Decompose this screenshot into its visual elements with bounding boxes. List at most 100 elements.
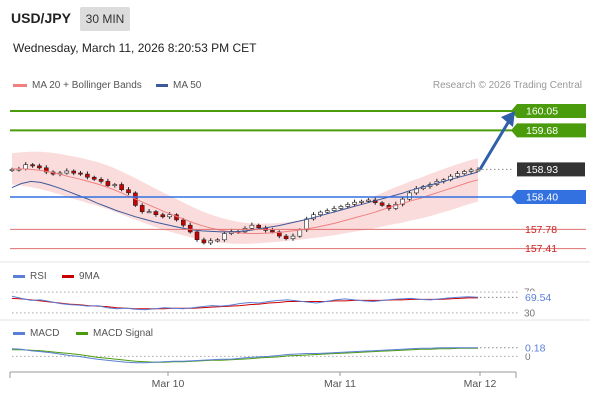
candle-body	[153, 211, 159, 216]
candle-body	[297, 229, 303, 237]
candle-body	[71, 170, 76, 174]
legend-ma50-label: MA 50	[173, 80, 202, 91]
candle	[105, 178, 111, 188]
candle-body	[208, 240, 213, 244]
candle	[475, 167, 481, 172]
legend-rsi-ma: 9MA	[62, 271, 100, 282]
candle-body	[215, 239, 220, 242]
legend-ma20-label: MA 20 + Bollinger Bands	[32, 80, 142, 91]
candle	[153, 210, 159, 217]
candle-body	[475, 169, 481, 172]
candle-body	[352, 201, 357, 205]
candle-body	[345, 204, 351, 207]
candle-body	[126, 189, 131, 194]
macd-value-label: 0.18	[525, 342, 546, 354]
candle-body	[23, 164, 29, 170]
candle	[78, 171, 83, 176]
candle-body	[64, 170, 70, 174]
candle	[112, 183, 118, 188]
time-axis-label: Mar 11	[324, 378, 356, 390]
symbol-title: USD/JPY	[11, 10, 71, 26]
timeframe-badge[interactable]: 30 MIN	[80, 7, 130, 31]
legend-ma50: MA 50	[156, 80, 201, 91]
candle-body	[379, 202, 385, 206]
bollinger-band	[12, 151, 478, 244]
level-tag-resistance	[511, 123, 586, 138]
candle	[324, 208, 330, 214]
candle	[352, 199, 357, 206]
macd-signal-line	[12, 347, 478, 363]
candle-body	[407, 192, 412, 200]
candle	[146, 209, 152, 214]
legend-rsi: RSI	[13, 271, 47, 282]
candle-body	[181, 219, 186, 226]
legend-macd: MACD	[13, 328, 59, 339]
level-tag-pivot	[511, 190, 586, 205]
time-axis-label: Mar 12	[464, 378, 497, 390]
candle	[208, 238, 213, 245]
level-label-resistance: 160.05	[526, 106, 558, 118]
legend-macd-signal: MACD Signal	[76, 328, 153, 339]
ma50-line	[11, 171, 479, 233]
candle-body	[366, 199, 371, 202]
candle-body	[91, 176, 97, 180]
candle	[43, 165, 49, 175]
legend-macd-signal-swatch	[76, 331, 88, 335]
candle	[338, 204, 344, 211]
legend-macd-signal-label: MACD Signal	[93, 328, 154, 339]
last-price-label: 158.93	[526, 164, 558, 176]
candle-body	[256, 224, 262, 229]
candle-body	[98, 179, 104, 182]
candle-body	[37, 165, 42, 169]
candle-body	[43, 167, 49, 173]
candle-body	[249, 224, 255, 229]
candle-body	[146, 211, 152, 214]
candle-body	[139, 205, 145, 212]
candle-body	[359, 200, 364, 203]
legend-macd-label: MACD	[30, 328, 60, 339]
level-label-support: 157.41	[525, 243, 557, 255]
candle-body	[9, 169, 15, 171]
candle-body	[222, 233, 227, 241]
ma20-line	[12, 168, 479, 234]
candle-body	[187, 224, 193, 233]
candle-body	[324, 210, 330, 213]
candle	[139, 203, 145, 214]
candle	[290, 233, 296, 241]
candle	[201, 237, 207, 245]
candle	[379, 201, 385, 207]
candle-body	[468, 169, 474, 172]
candle-body	[338, 206, 344, 209]
time-axis-label: Mar 10	[152, 378, 185, 390]
candle-body	[461, 171, 467, 174]
candle	[256, 223, 262, 230]
candle-body	[400, 198, 405, 205]
level-label-support: 157.78	[525, 224, 557, 236]
candle-body	[160, 214, 166, 218]
candle	[242, 226, 248, 234]
legend-ma20: MA 20 + Bollinger Bands	[13, 80, 142, 91]
candle-body	[201, 239, 207, 244]
candle-body	[112, 184, 118, 187]
candle-body	[30, 164, 35, 167]
candle	[359, 199, 364, 205]
candle	[194, 230, 200, 242]
legend-rsi-swatch	[13, 274, 25, 278]
legend-ma20-swatch	[13, 83, 27, 87]
legend-ma50-swatch	[156, 83, 168, 87]
candle-body	[242, 228, 248, 233]
candle	[222, 231, 227, 242]
last-price-tag	[517, 162, 585, 177]
candle	[64, 168, 70, 175]
candle	[37, 163, 42, 170]
rsi-value-label: 69.54	[525, 292, 551, 304]
candle-body	[283, 235, 289, 240]
macd-value-bg	[521, 341, 555, 354]
candle-body	[105, 181, 111, 186]
candle	[215, 238, 220, 243]
rsi-value-bg	[521, 291, 561, 304]
candle	[366, 198, 371, 203]
candle-body	[119, 184, 124, 190]
